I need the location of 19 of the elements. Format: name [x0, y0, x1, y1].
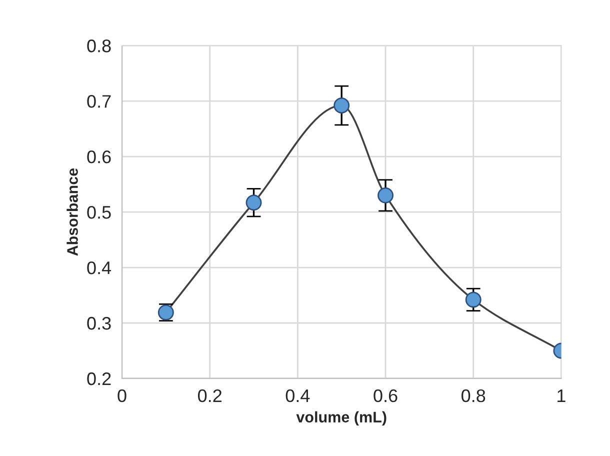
x-axis-title: volume (mL)	[296, 411, 386, 426]
x-tick-label: 0.6	[374, 389, 398, 402]
point	[465, 292, 482, 308]
x-tick-label: 0.2	[198, 389, 222, 402]
y-tick-label: 0.3	[87, 316, 111, 330]
y-axis-title: Absorbance	[66, 168, 78, 256]
point	[246, 194, 262, 211]
y-tick-label: 0.5	[87, 206, 111, 219]
x-tick-label: 0	[118, 389, 126, 402]
x-tick-label: 1	[558, 390, 566, 402]
y-tick-label: 0.7	[87, 95, 111, 108]
y-tick-label: 0.8	[87, 40, 111, 52]
y-tick-label: 0.4	[87, 261, 112, 274]
y-tick-label: 0.2	[87, 372, 111, 386]
x-tick-label: 0.8	[462, 389, 486, 402]
x-tick-label: 0.4	[286, 389, 310, 402]
y-tick-label: 0.6	[87, 150, 111, 164]
point	[334, 98, 350, 114]
point	[378, 187, 394, 204]
